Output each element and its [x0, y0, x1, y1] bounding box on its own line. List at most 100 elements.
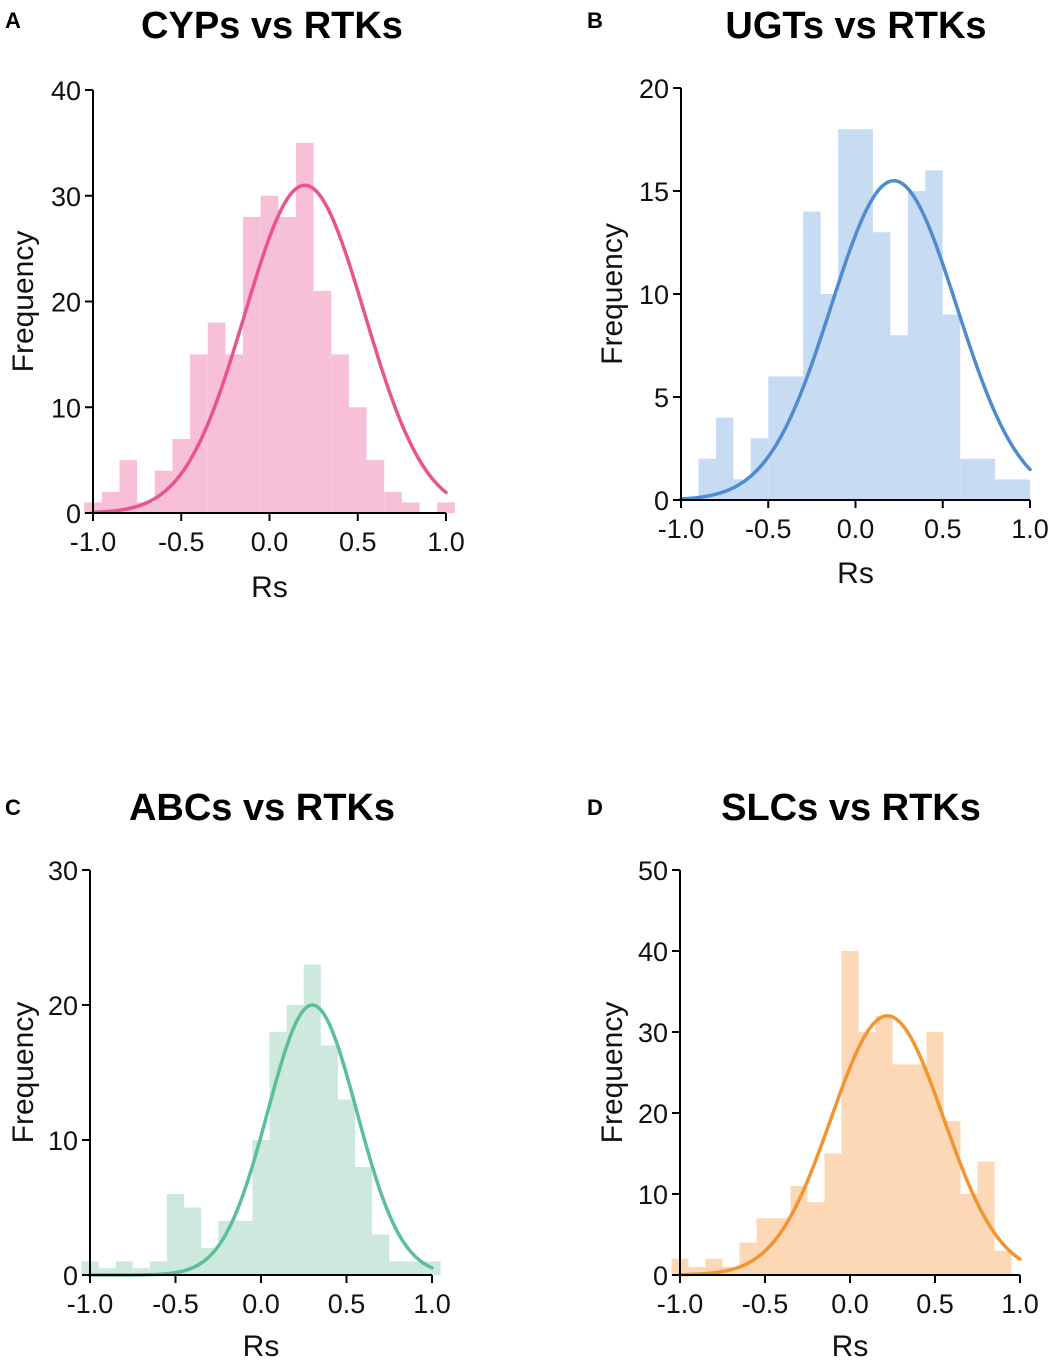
histogram-bar — [855, 129, 873, 500]
histogram-bar — [820, 294, 839, 500]
histogram-bar — [960, 1194, 978, 1275]
x-tick-label: 0.5 — [924, 514, 962, 544]
histogram-bar — [320, 1045, 338, 1275]
x-tick-label: 1.0 — [427, 527, 465, 557]
x-tick-label: -1.0 — [658, 514, 705, 544]
histogram-bar — [841, 951, 859, 1275]
y-tick-label: 50 — [638, 856, 668, 886]
histogram-bar — [184, 1207, 202, 1275]
histogram-bar — [942, 314, 961, 500]
y-axis-label: Frequency — [7, 1002, 40, 1144]
x-tick-label: -1.0 — [70, 527, 117, 557]
y-axis-label: Frequency — [7, 231, 40, 373]
x-tick-label: 0.0 — [831, 1289, 869, 1319]
chart-panel-a: A CYPs vs RTKs 0 10 20 30 40 -1.0 -0.5 0.0 0.5 1.0 R… — [5, 5, 465, 604]
histogram-bar — [907, 191, 926, 500]
histogram-bar — [960, 458, 978, 500]
histogram-bar — [101, 491, 120, 513]
histogram-bar — [838, 129, 856, 500]
histogram-bar — [994, 1250, 1012, 1275]
x-tick-label: -0.5 — [158, 527, 205, 557]
histogram-bar — [785, 376, 804, 500]
y-tick-label: 20 — [51, 288, 81, 318]
histogram-bar — [366, 460, 385, 514]
y-tick-label: 0 — [66, 499, 81, 529]
histogram-bar — [389, 1261, 407, 1275]
chart-panel-b: B UGTs vs RTKs 0 5 10 15 20 -1.0 -0.5 0.0 0.5 1.0 Rs… — [587, 5, 1049, 590]
histogram-bar — [698, 458, 716, 500]
y-tick-label: 0 — [63, 1261, 78, 1291]
histogram-bar — [872, 232, 891, 500]
histogram-bar — [243, 216, 261, 513]
histogram-bar — [149, 1261, 167, 1275]
chart-title: SLCs vs RTKs — [721, 787, 981, 829]
histogram-bar — [355, 1167, 373, 1275]
histogram-bar — [225, 354, 244, 514]
histogram-bar — [384, 491, 402, 513]
histogram-bar — [190, 354, 208, 514]
chart-title: UGTs vs RTKs — [725, 5, 986, 47]
chart-panel-d: D SLCs vs RTKs 0 10 20 30 40 50 -1.0 -0.5 0.0 0.5 1.… — [587, 787, 1039, 1363]
histogram-bar — [295, 142, 314, 514]
y-tick-label: 20 — [639, 74, 669, 104]
histogram-bar — [909, 1064, 927, 1275]
histogram-bar — [768, 376, 786, 500]
histogram-bar — [803, 211, 821, 500]
histogram-bar — [892, 1064, 910, 1275]
y-tick-label: 20 — [48, 991, 78, 1021]
histogram-bar — [278, 216, 296, 513]
histogram-bar — [201, 1248, 219, 1275]
panel-letter: A — [5, 8, 21, 33]
histogram-bar — [218, 1221, 236, 1275]
y-tick-label: 10 — [51, 393, 81, 423]
x-tick-label: -0.5 — [745, 514, 792, 544]
y-tick-label: 5 — [654, 383, 669, 413]
y-tick-label: 40 — [51, 76, 81, 106]
y-tick-label: 0 — [654, 486, 669, 516]
x-tick-label: 0.0 — [837, 514, 875, 544]
x-axis-label: Rs — [243, 1330, 280, 1363]
histogram-bar — [875, 1015, 893, 1275]
y-tick-label: 15 — [639, 177, 669, 207]
x-tick-label: 1.0 — [1001, 1289, 1039, 1319]
x-tick-label: -0.5 — [742, 1289, 789, 1319]
x-tick-label: -0.5 — [152, 1289, 199, 1319]
histogram-bar — [303, 964, 321, 1275]
x-tick-label: 0.0 — [242, 1289, 280, 1319]
x-tick-label: 0.5 — [328, 1289, 366, 1319]
histogram-bar — [132, 1268, 150, 1275]
histogram-bar — [348, 407, 367, 513]
histogram-bar — [1012, 479, 1030, 500]
histogram-bar — [688, 1266, 706, 1275]
y-tick-label: 30 — [638, 1018, 668, 1048]
histogram-bar — [858, 1032, 876, 1275]
histogram-bar — [235, 1221, 253, 1275]
histogram-bar — [977, 458, 996, 500]
y-tick-label: 10 — [638, 1180, 668, 1210]
gaussian-fit-line — [678, 1014, 1022, 1277]
histogram-bar — [807, 1202, 825, 1275]
panel-letter: B — [587, 8, 603, 33]
panel-letter: D — [587, 795, 603, 820]
y-tick-label: 40 — [638, 937, 668, 967]
histogram-bar — [995, 479, 1013, 500]
x-tick-label: -1.0 — [67, 1289, 114, 1319]
x-tick-label: 0.5 — [339, 527, 377, 557]
x-tick-label: 1.0 — [1011, 514, 1049, 544]
histogram-bar — [166, 1194, 185, 1275]
histogram-bar — [437, 502, 455, 513]
chart-panel-c: C ABCs vs RTKs 0 10 20 30 -1.0 -0.5 0.0 0.5 1.0 Rs F… — [5, 787, 451, 1363]
y-tick-label: 30 — [51, 182, 81, 212]
x-tick-label: -1.0 — [657, 1289, 704, 1319]
histogram-bar — [925, 170, 943, 500]
histogram-bar — [115, 1261, 133, 1275]
x-axis-label: Rs — [837, 557, 874, 590]
y-tick-label: 20 — [638, 1099, 668, 1129]
y-tick-label: 0 — [653, 1261, 668, 1291]
x-tick-label: 1.0 — [413, 1289, 451, 1319]
histogram-bar — [98, 1268, 116, 1275]
y-tick-label: 10 — [48, 1126, 78, 1156]
histogram-bar — [286, 1005, 304, 1275]
histogram-bar — [313, 290, 332, 513]
